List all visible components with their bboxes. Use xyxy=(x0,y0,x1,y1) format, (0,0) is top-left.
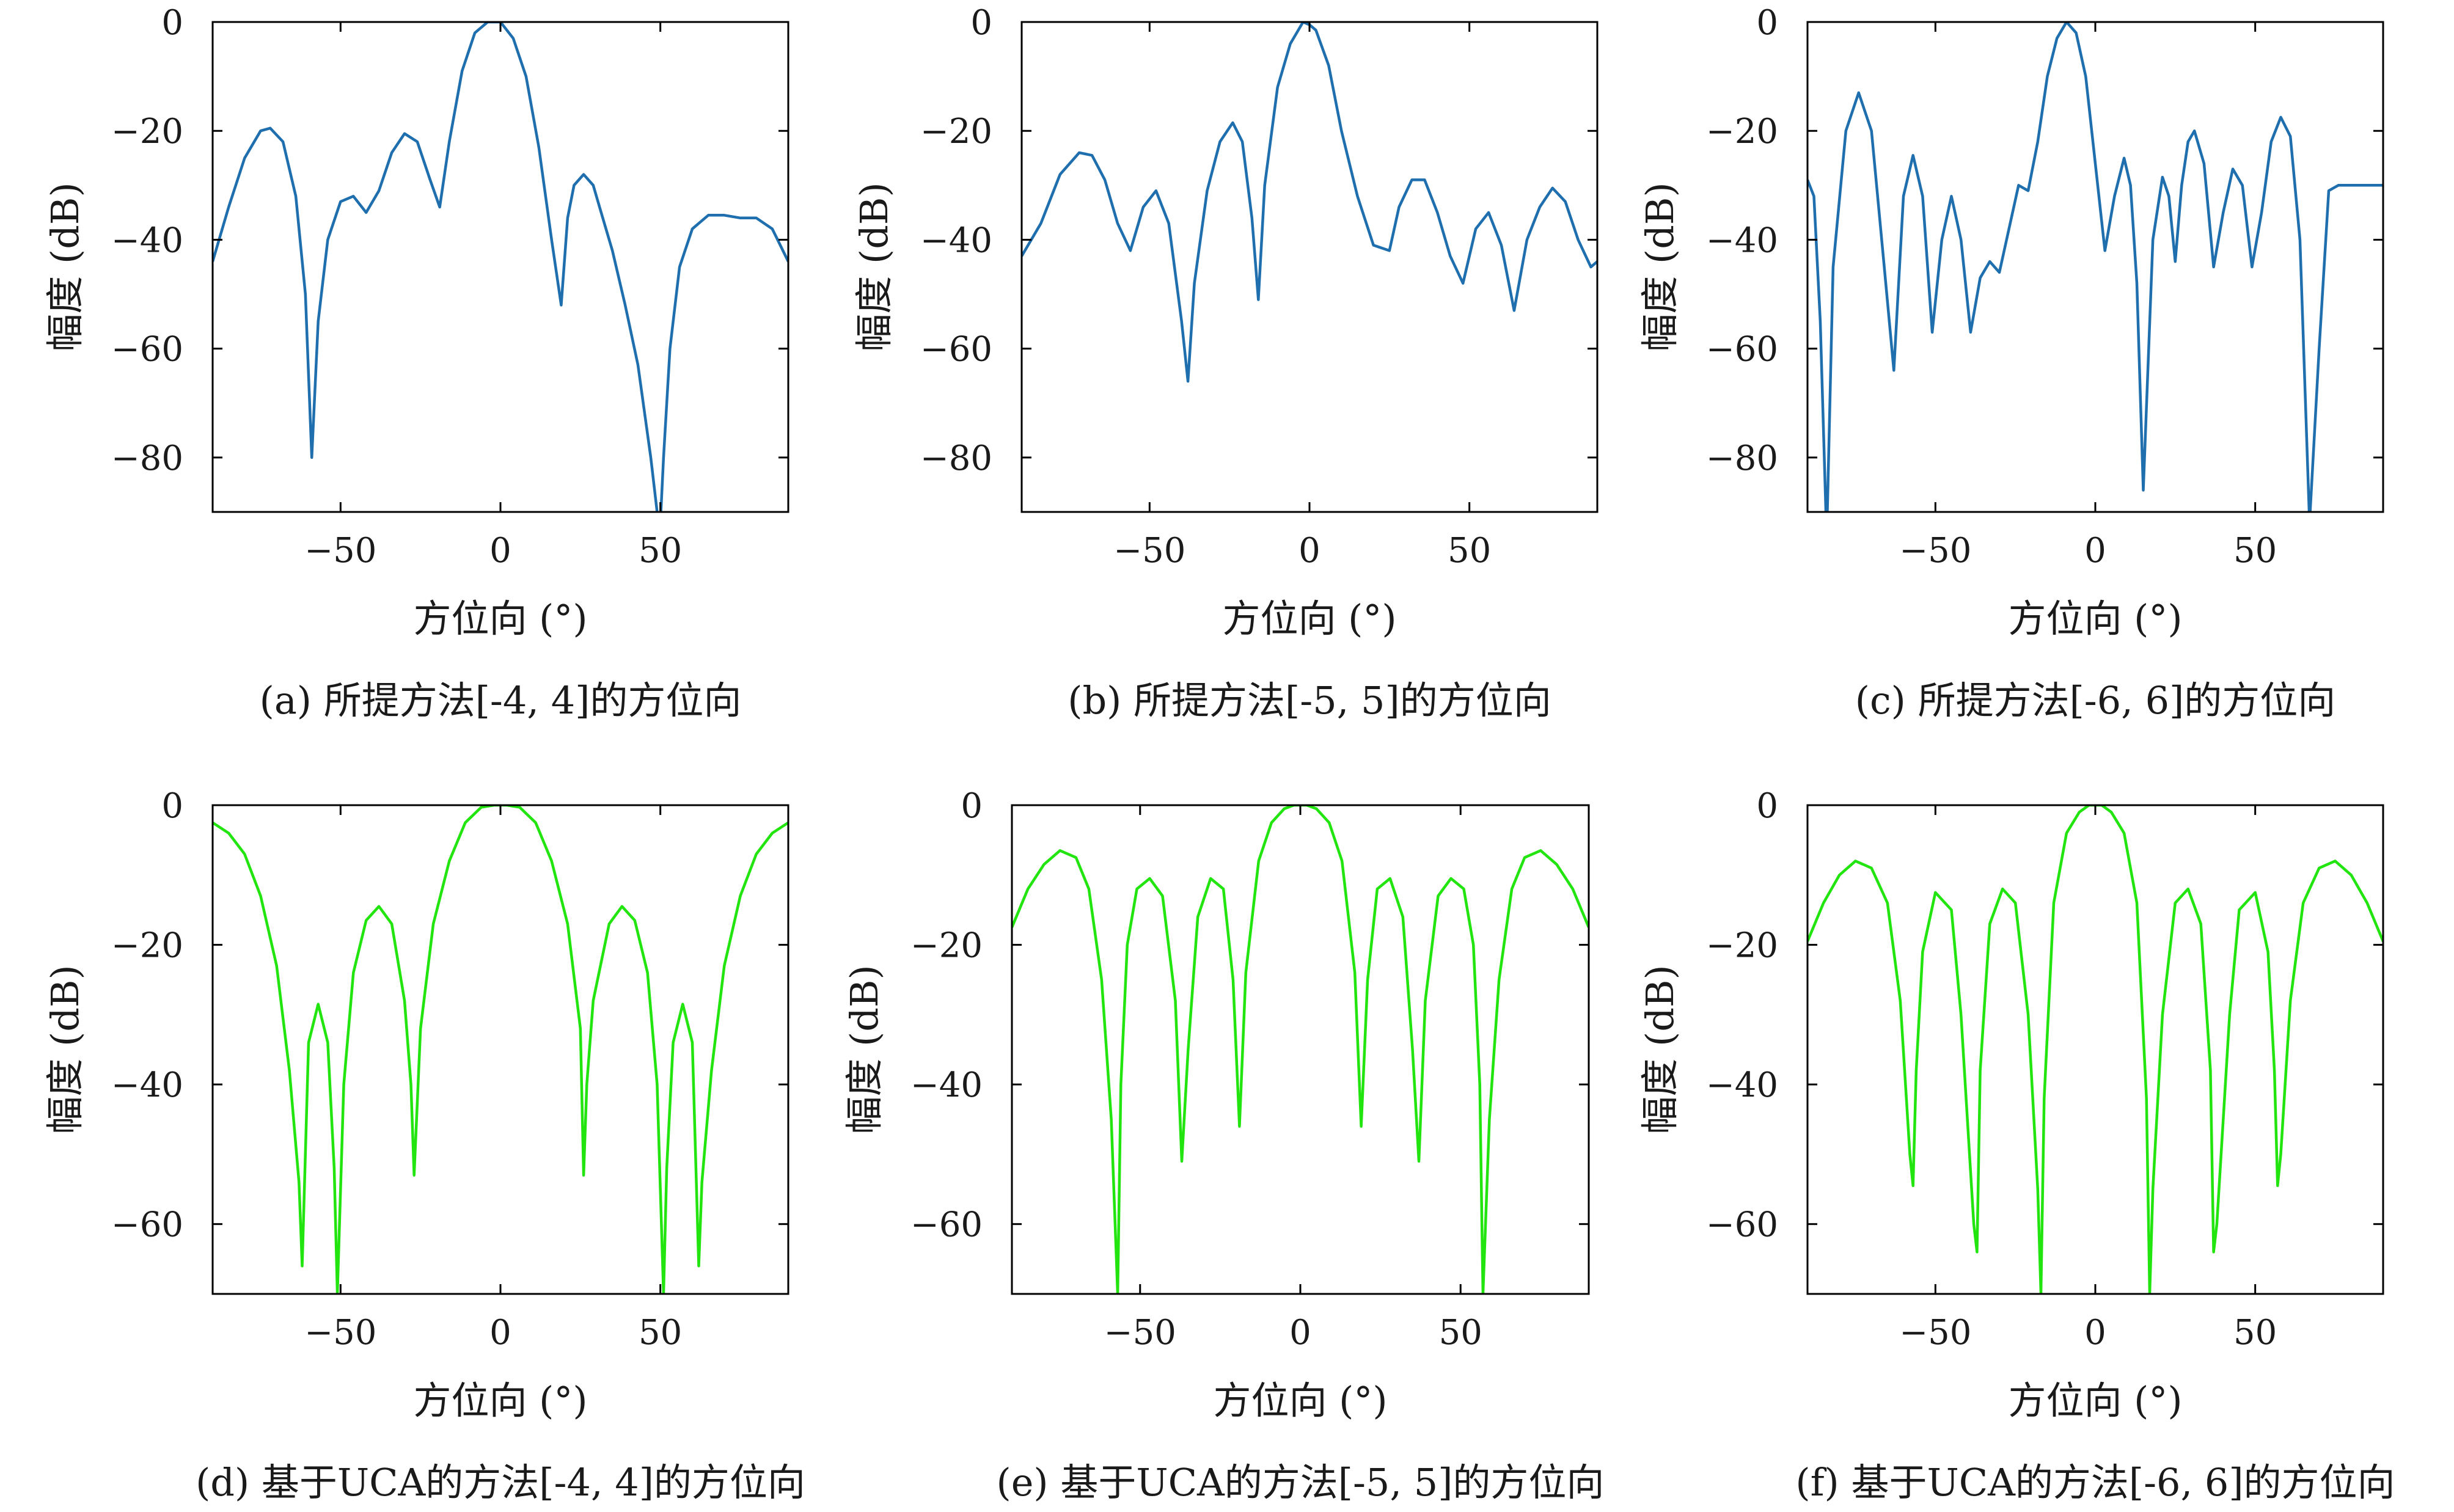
x-tick-label: 0 xyxy=(2084,1313,2106,1353)
chart-panel-2: −50 0 50 0 −20 −40 −60 −80 方位向 (°) 幅度 (dB) (c) 所提方… xyxy=(1638,3,2384,723)
chart-panel-4: −50 0 50 0 −20 −40 −60 方位向 (°) 幅度 (dB) (e) 基于UCA的… xyxy=(842,786,1604,1505)
x-tick-label: 0 xyxy=(1298,531,1320,571)
x-tick-label: −50 xyxy=(1104,1313,1176,1353)
plot-frame xyxy=(211,804,789,1295)
y-tick-label: −40 xyxy=(1706,221,1778,260)
x-axis-label: 方位向 (°) xyxy=(1222,596,1396,641)
y-tick-label: −60 xyxy=(910,1205,983,1245)
plot-frame xyxy=(1806,804,2384,1295)
x-tick-label: 50 xyxy=(1448,531,1491,571)
y-tick-label: −40 xyxy=(1706,1065,1778,1105)
y-axis-label: 幅度 (dB) xyxy=(1638,182,1682,351)
y-tick-label: −20 xyxy=(111,112,183,152)
x-tick-label: −50 xyxy=(1899,531,1971,571)
y-axis-label: 幅度 (dB) xyxy=(43,182,87,351)
subfigure-caption: (b) 所提方法[-5, 5]的方位向 xyxy=(1068,678,1551,723)
series-line xyxy=(1012,805,1589,1294)
plot-frame xyxy=(1020,21,1599,513)
x-axis-label: 方位向 (°) xyxy=(413,596,587,641)
y-axis-label: 幅度 (dB) xyxy=(852,182,896,351)
x-tick-label: 50 xyxy=(639,1313,682,1353)
subfigure-caption: (c) 所提方法[-6, 6]的方位向 xyxy=(1855,678,2335,723)
chart-panel-1: −50 0 50 0 −20 −40 −60 −80 方位向 (°) 幅度 (dB) (b) 所提方… xyxy=(852,3,1599,723)
plot-frame xyxy=(1011,804,1590,1295)
y-tick-label: −80 xyxy=(920,439,992,478)
y-axis-label: 幅度 (dB) xyxy=(43,965,87,1134)
y-tick-label: 0 xyxy=(161,3,183,43)
x-axis-label: 方位向 (°) xyxy=(2008,1378,2182,1423)
x-tick-label: −50 xyxy=(1899,1313,1971,1353)
y-tick-label: −40 xyxy=(920,221,992,260)
subfigure-caption: (a) 所提方法[-4, 4]的方位向 xyxy=(260,678,742,723)
x-tick-label: −50 xyxy=(304,1313,376,1353)
y-tick-label: −20 xyxy=(910,926,983,966)
x-tick-label: 0 xyxy=(489,1313,511,1353)
subfigure-caption: (e) 基于UCA的方法[-5, 5]的方位向 xyxy=(997,1460,1605,1505)
y-tick-label: −20 xyxy=(1706,926,1778,966)
y-tick-label: −20 xyxy=(111,926,183,966)
series-line xyxy=(1808,22,2383,512)
series-line xyxy=(213,805,788,1294)
y-tick-label: 0 xyxy=(1756,786,1778,826)
y-tick-label: −60 xyxy=(111,330,183,370)
series-line xyxy=(1022,22,1597,383)
y-tick-label: 0 xyxy=(961,786,983,826)
chart-panel-5: −50 0 50 0 −20 −40 −60 方位向 (°) 幅度 (dB) (f) 基于UCA的… xyxy=(1638,786,2395,1505)
chart-panel-0: −50 0 50 0 −20 −40 −60 −80 方位向 (°) 幅度 (dB) (a) 所提方… xyxy=(43,3,789,723)
y-tick-label: −40 xyxy=(111,1065,183,1105)
x-tick-label: −50 xyxy=(1113,531,1185,571)
x-tick-label: −50 xyxy=(304,531,376,571)
x-tick-label: 0 xyxy=(489,531,511,571)
y-tick-label: −60 xyxy=(1706,1205,1778,1245)
chart-panel-3: −50 0 50 0 −20 −40 −60 方位向 (°) 幅度 (dB) (d) 基于UCA的… xyxy=(43,786,805,1505)
y-tick-label: −60 xyxy=(920,330,992,370)
x-tick-label: 0 xyxy=(2084,531,2106,571)
series-line xyxy=(1808,805,2383,1294)
y-axis-label: 幅度 (dB) xyxy=(842,965,887,1134)
y-tick-label: −80 xyxy=(111,439,183,478)
x-axis-label: 方位向 (°) xyxy=(413,1378,587,1423)
y-tick-label: 0 xyxy=(161,786,183,826)
x-axis-label: 方位向 (°) xyxy=(1213,1378,1387,1423)
series-line xyxy=(213,22,788,512)
y-tick-label: 0 xyxy=(1756,3,1778,43)
y-tick-label: 0 xyxy=(970,3,992,43)
subfigure-caption: (d) 基于UCA的方法[-4, 4]的方位向 xyxy=(196,1460,805,1505)
subfigure-caption: (f) 基于UCA的方法[-6, 6]的方位向 xyxy=(1795,1460,2395,1505)
y-tick-label: −40 xyxy=(910,1065,983,1105)
plot-frame xyxy=(1806,21,2384,513)
y-tick-label: −20 xyxy=(920,112,992,152)
x-tick-label: 50 xyxy=(2233,1313,2277,1353)
x-tick-label: 0 xyxy=(1289,1313,1311,1353)
y-tick-label: −60 xyxy=(111,1205,183,1245)
x-axis-label: 方位向 (°) xyxy=(2008,596,2182,641)
y-axis-label: 幅度 (dB) xyxy=(1638,965,1682,1134)
x-tick-label: 50 xyxy=(1439,1313,1482,1353)
y-tick-label: −60 xyxy=(1706,330,1778,370)
x-tick-label: 50 xyxy=(639,531,682,571)
plot-frame xyxy=(211,21,789,513)
x-tick-label: 50 xyxy=(2233,531,2277,571)
y-tick-label: −40 xyxy=(111,221,183,260)
y-tick-label: −20 xyxy=(1706,112,1778,152)
y-tick-label: −80 xyxy=(1706,439,1778,478)
